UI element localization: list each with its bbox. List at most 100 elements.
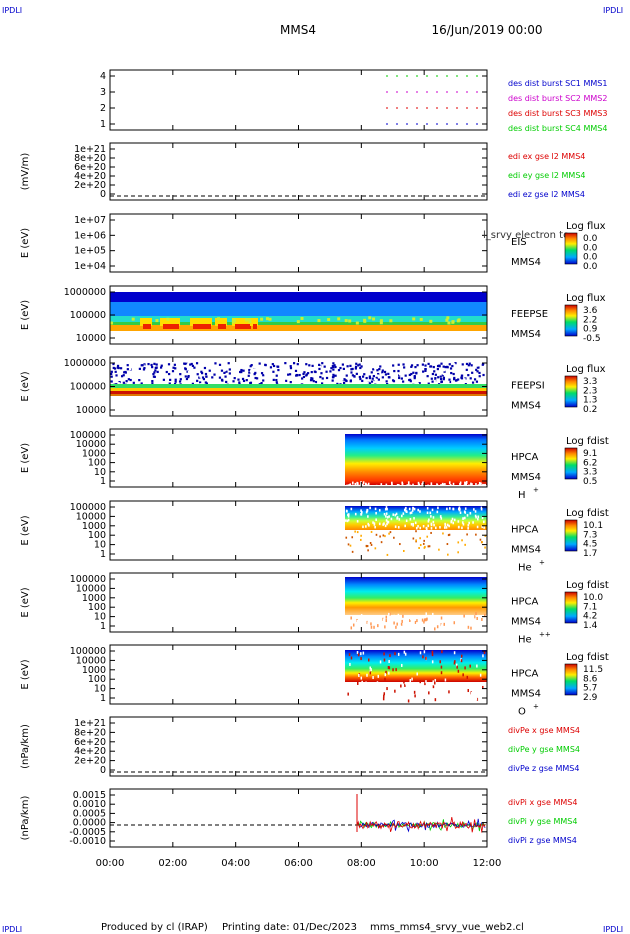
spectrogram-pixel [414,368,418,371]
spectrogram-pixel [412,537,415,540]
spectrogram-pixel [289,366,293,370]
spectrogram-pixel [448,690,450,694]
y-axis-label: E (eV) [20,228,31,258]
spectrogram-gap [412,507,415,510]
spectrogram-gap [406,510,408,513]
spectrogram-pixel [369,542,372,545]
spectrogram-pixel [178,380,182,383]
spectrogram-gap [391,483,393,487]
spectrogram-pixel [440,624,443,628]
species-charge: ++ [539,631,551,639]
spectrogram-pixel [480,698,483,702]
spectrogram-gap [406,484,409,488]
spectrogram-pixel [129,378,132,382]
panel-frame [109,788,488,848]
spectrogram-pixel [213,379,216,382]
spectrogram-gap [414,521,417,525]
spacecraft-label: MMS4 [511,545,541,556]
spectrogram-pixel [112,362,115,366]
spectrogram-pixel [131,317,135,321]
colorbar-tick-label: 3.6 [583,306,598,316]
spectrogram-pixel [388,666,391,670]
spectrogram-pixel [258,362,261,365]
spectrogram-pixel [360,652,362,656]
spectrogram-pixel [428,626,430,630]
spectrogram-pixel [389,612,391,616]
spectrogram-pixel [427,545,430,548]
spectrogram-pixel [126,364,129,367]
spectrogram-gap [398,518,401,521]
spectrogram-gap [386,516,389,519]
spectrogram-pixel [404,683,406,687]
spectrogram-gap [383,512,386,516]
spectrogram-pixel [346,381,349,384]
spectrogram-gap [482,483,484,487]
spectrogram-gap [478,481,481,485]
spectrogram-pixel [164,381,167,385]
spectrogram-pixel [419,317,423,321]
species-label: He [518,563,532,574]
spectrogram-pixel [155,363,158,366]
spectrogram-pixel [413,698,416,702]
spectrogram-patch [232,318,252,326]
spectrogram-pixel [366,673,368,677]
spectrogram-pixel [466,381,469,384]
y-tick-label: 10 [94,467,106,478]
spectrogram-pixel [344,319,348,323]
spectrogram-pixel [484,546,486,549]
spectrogram-pixel [363,318,367,322]
spectrogram-pixel [439,626,441,630]
spectrogram-pixel [205,382,208,385]
spectrogram-pixel [460,659,463,663]
y-tick-label: 1000 [82,593,106,604]
panels: 4 3 2 1 des dist burst SC1 MMS1 des dist burs… [20,69,609,848]
spectrogram-gap [440,484,442,488]
spectrogram-pixel [295,373,299,377]
spectrogram-pixel [409,380,412,383]
spectrogram-pixel [365,376,368,380]
spectrogram-gap [412,483,414,487]
spectrogram-pixel [367,549,369,552]
y-axis-label: E (eV) [20,443,31,473]
spectrogram-gap [375,518,377,521]
spectrogram-pixel [153,362,156,365]
spectrogram-gap [346,484,348,488]
spectrogram-pixel [382,534,385,537]
spectrogram-pixel [432,680,434,684]
spectrogram-pixel [127,378,130,381]
spectrogram-pixel [463,614,465,618]
spectrogram-pixel [462,673,464,677]
spectrogram-gap [467,527,469,530]
spectrogram-gap [385,512,388,515]
spectrogram-pixel [445,625,448,629]
spectrogram-pixel [457,318,461,322]
spectrogram-pixel [288,373,292,376]
spectrogram-gap [480,507,483,511]
spectrogram-patch [140,318,152,326]
spectrogram-pixel [423,650,426,654]
colorbar-title: Log flux [566,293,606,304]
spectrogram-pixel [396,622,398,626]
spectrogram-pixel [345,696,348,700]
panel-burst: 4 3 2 1 des dist burst SC1 MMS1 des dist burs… [100,69,607,133]
spectrogram-pixel [368,316,372,320]
spectrogram-pixel [112,366,115,370]
spectrogram-pixel [151,382,154,385]
spectrogram-pixel [414,366,417,369]
spectrogram-gap [417,508,420,512]
spectrogram-pixel [440,671,443,675]
spectrogram-pixel [463,372,466,375]
spectrogram-gap [407,481,410,485]
spectrogram-pixel [157,369,161,372]
spectrogram-pixel [355,321,359,325]
spectrogram-pixel [428,691,430,695]
spectrogram-pixel [260,317,264,321]
spectrogram-pixel [449,367,453,370]
y-tick-label: -0.0005 [69,827,106,838]
spectrogram-gap [385,506,388,509]
spectrogram-pixel [389,319,393,323]
spectrogram-pixel [114,370,117,373]
spectrogram-gap [369,506,371,510]
spectrogram-pixel [395,668,397,672]
spectrogram-pixel [249,370,253,373]
